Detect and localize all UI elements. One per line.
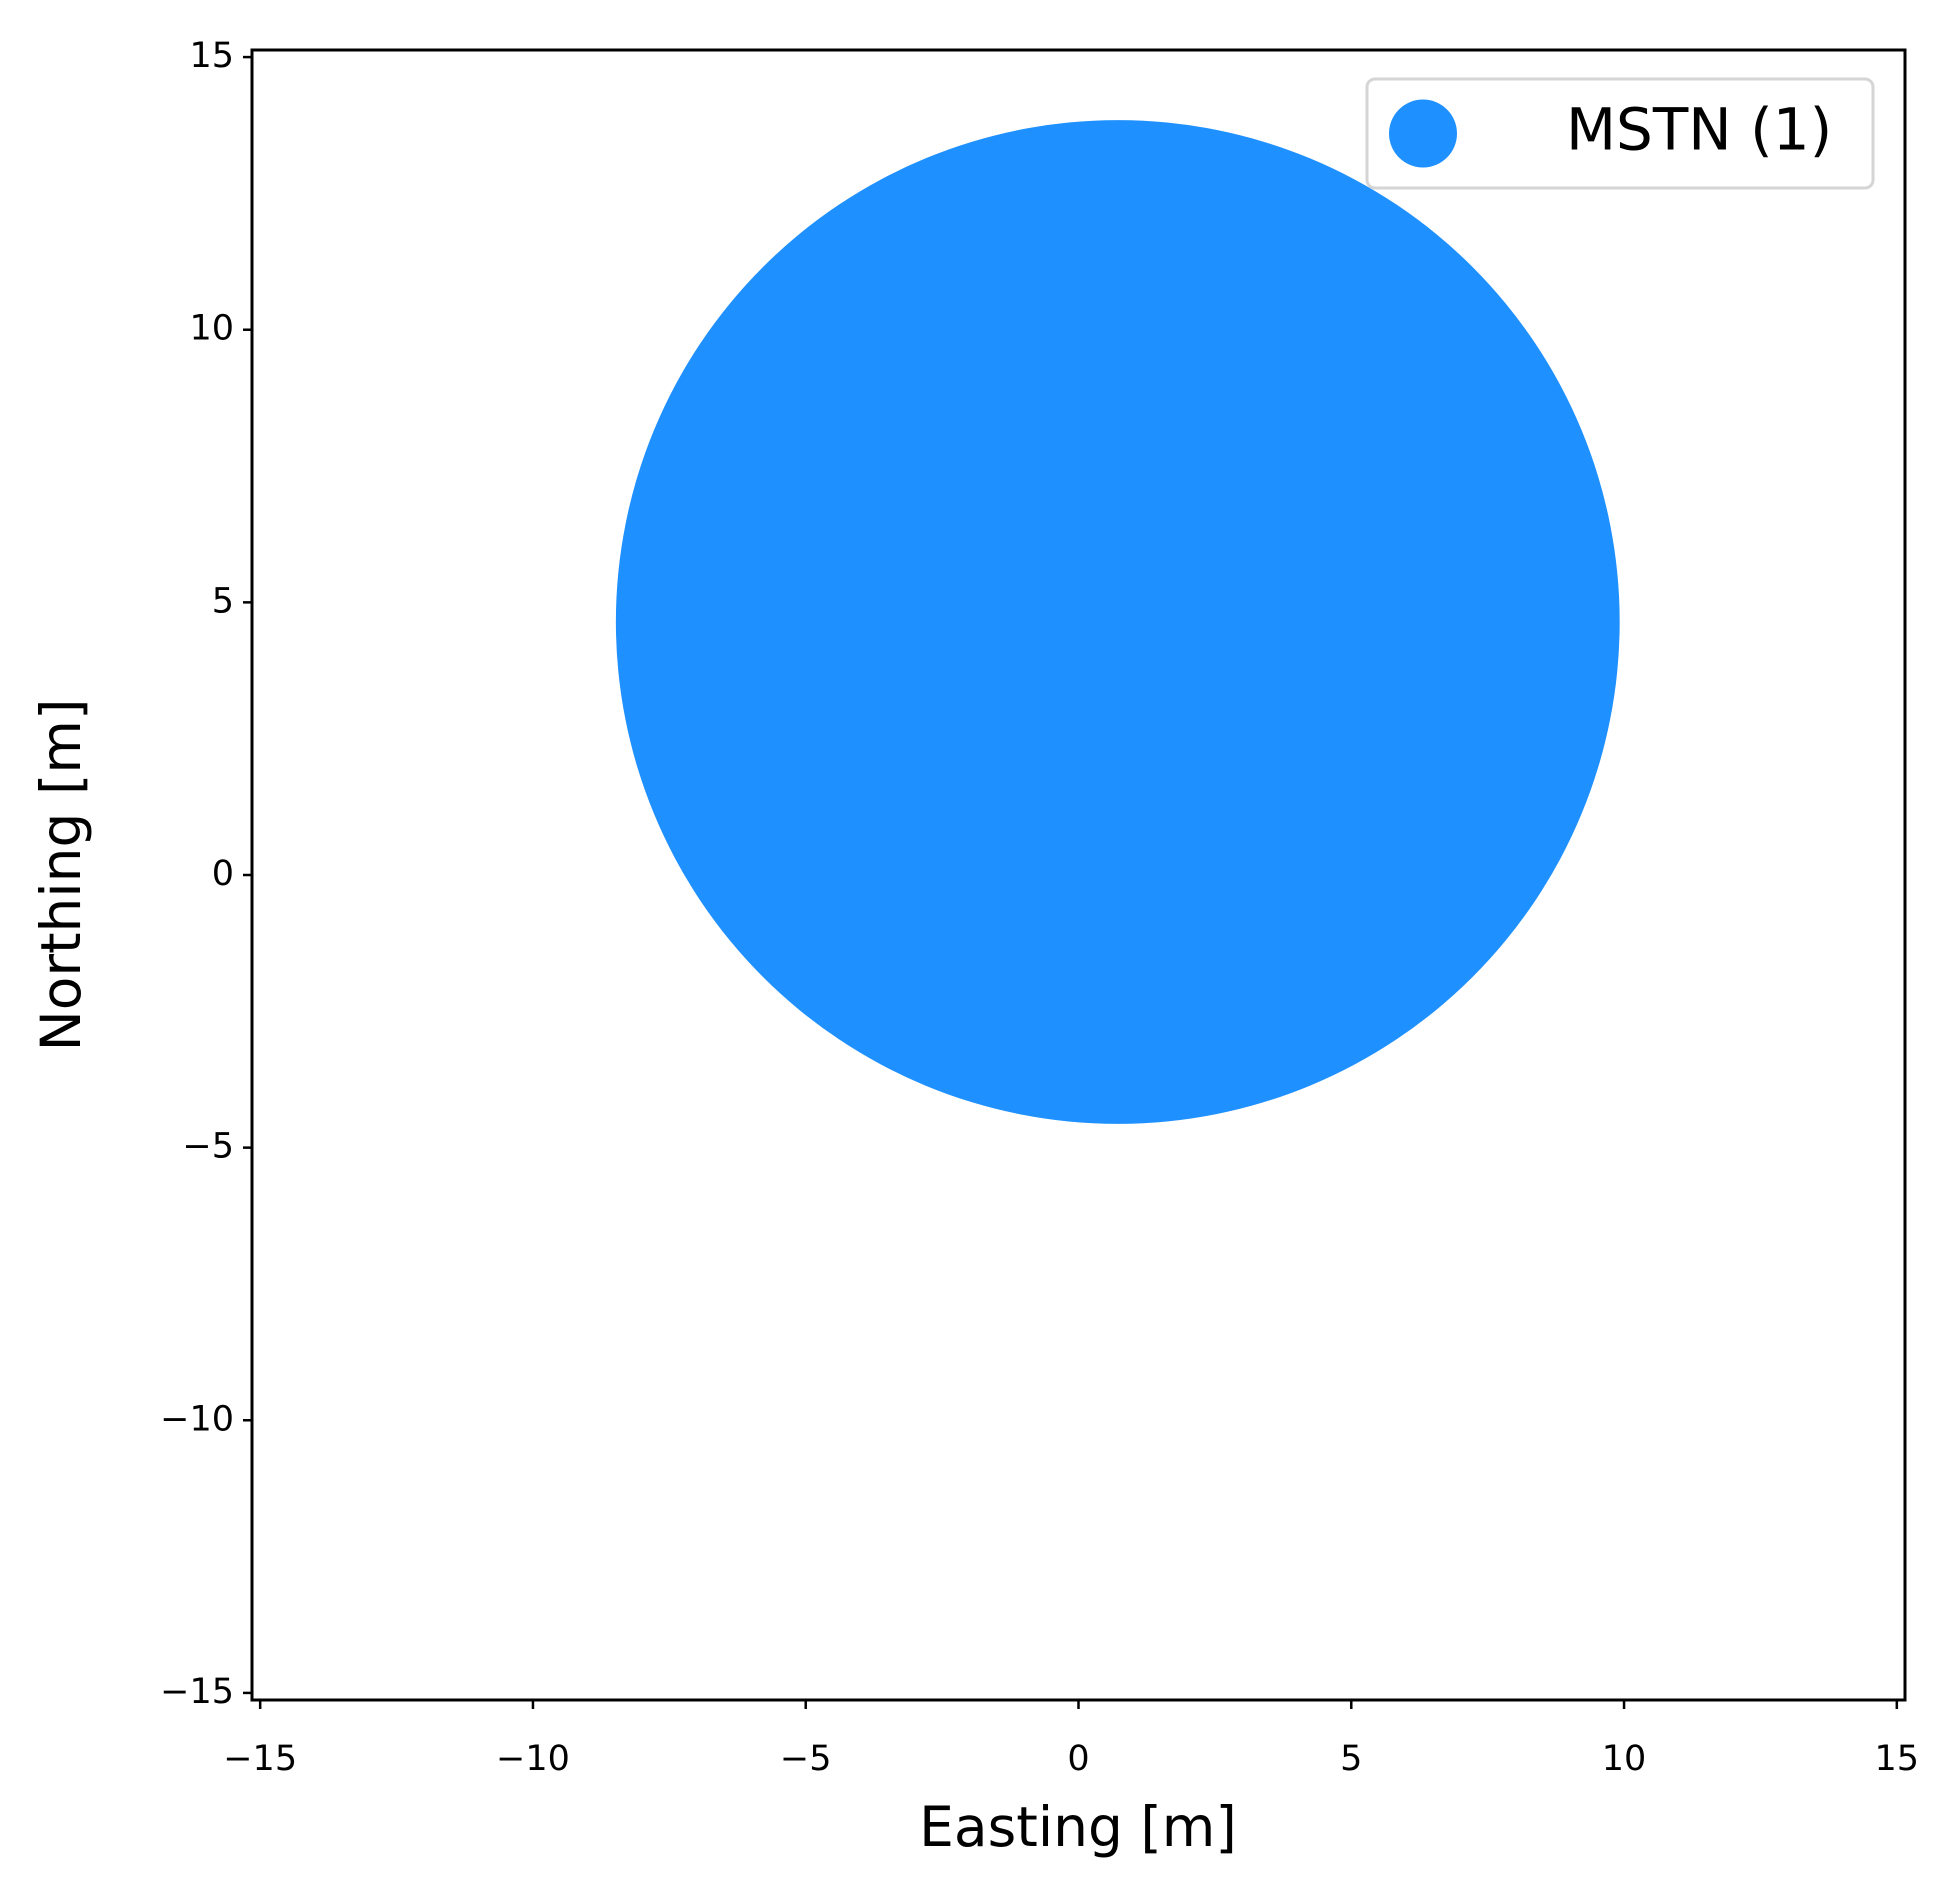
x-tick-label: 5 bbox=[1340, 1739, 1362, 1779]
y-tick-label: −15 bbox=[160, 1672, 234, 1712]
y-tick-label: 0 bbox=[212, 854, 234, 894]
y-tick-label: −5 bbox=[182, 1127, 234, 1167]
legend-label: MSTN (1) bbox=[1566, 96, 1832, 164]
legend-box bbox=[1365, 77, 1875, 190]
y-tick-label: 15 bbox=[189, 36, 234, 76]
y-tick-label: −10 bbox=[160, 1399, 234, 1439]
x-tick-label: 15 bbox=[1875, 1739, 1920, 1779]
y-tick-label: 5 bbox=[212, 581, 234, 621]
y-tick-label: 10 bbox=[189, 309, 234, 349]
y-axis-label: Northing [m] bbox=[29, 699, 93, 1052]
x-tick-label: 10 bbox=[1602, 1739, 1647, 1779]
legend-marker bbox=[1389, 99, 1457, 168]
x-tick-label: −15 bbox=[223, 1739, 297, 1779]
x-tick-label: 0 bbox=[1067, 1739, 1089, 1779]
bubble bbox=[615, 120, 1620, 1124]
x-tick-label: −10 bbox=[496, 1739, 570, 1779]
x-axis-label: Easting [m] bbox=[919, 1795, 1237, 1859]
x-tick-label: −5 bbox=[780, 1739, 832, 1779]
